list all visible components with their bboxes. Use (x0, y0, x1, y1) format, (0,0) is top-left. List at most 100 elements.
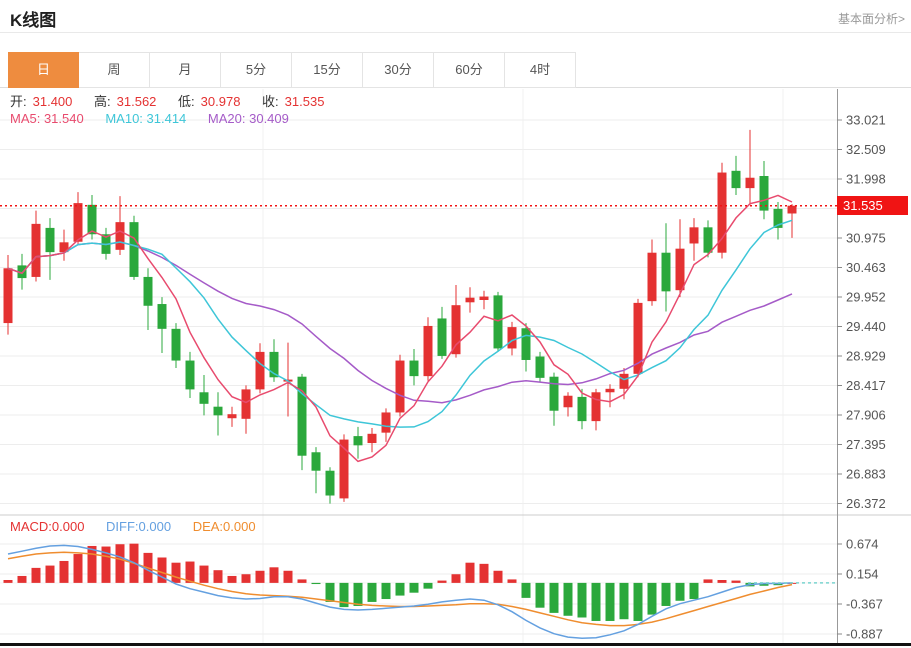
candle-body (507, 327, 517, 349)
macd-bar (115, 544, 125, 583)
macd-bar (507, 579, 517, 583)
candle-body (465, 297, 475, 303)
macd-bar (619, 582, 629, 620)
candle-body (689, 227, 699, 244)
low-label: 低: (178, 94, 195, 109)
candle-body (45, 227, 55, 253)
macd-bar (647, 582, 657, 615)
candle-body (423, 325, 433, 377)
candle-body (241, 389, 251, 419)
y-axis-label: 29.440 (846, 319, 886, 334)
candle-body (675, 248, 685, 291)
candle-body (619, 373, 629, 389)
tab-week[interactable]: 周 (79, 52, 150, 88)
macd-bar (367, 582, 377, 602)
ma5-line (7, 194, 793, 463)
tab-month[interactable]: 月 (150, 52, 221, 88)
candle-body (577, 396, 587, 422)
candle-body (171, 328, 181, 361)
y-axis-label: 28.417 (846, 378, 886, 393)
macd-bar (465, 562, 475, 583)
macd-bar (479, 563, 489, 583)
tab-4hour[interactable]: 4时 (505, 52, 576, 88)
macd-bar (87, 545, 97, 583)
close-value: 31.535 (284, 94, 325, 109)
y-axis-label: 30.975 (846, 231, 886, 246)
candle-body (703, 227, 713, 253)
macd-bar (633, 582, 643, 621)
candle-body (745, 177, 755, 189)
header: K线图 基本面分析> (0, 0, 911, 33)
low-value: 30.978 (200, 94, 241, 109)
candle-body (339, 439, 349, 499)
macd-bar (297, 579, 307, 583)
macd-bar (241, 574, 251, 583)
candle-body (647, 252, 657, 302)
candle-body (535, 356, 545, 378)
macd-bar (535, 582, 545, 608)
open-label: 开: (10, 94, 27, 109)
macd-bar (283, 570, 293, 583)
macd-bar (73, 554, 83, 583)
candle-body (213, 406, 223, 416)
candle-body (773, 208, 783, 228)
y-axis-label: 31.998 (846, 172, 886, 187)
ma20-value: MA20: 30.409 (207, 111, 289, 126)
candle-body (717, 172, 727, 253)
dea-value: DEA:0.000 (192, 519, 256, 534)
candle-body (73, 203, 83, 242)
macd-bar (213, 570, 223, 583)
macd-bar (409, 582, 419, 593)
high-value: 31.562 (116, 94, 157, 109)
tab-60min[interactable]: 60分 (434, 52, 505, 88)
macd-bar (171, 562, 181, 583)
macd-bar (423, 582, 433, 589)
candle-body (3, 268, 13, 324)
candle-body (311, 452, 321, 471)
open-value: 31.400 (32, 94, 73, 109)
tab-day[interactable]: 日 (8, 52, 79, 88)
macd-bar (255, 570, 265, 583)
macd-bar (101, 546, 111, 583)
candle-body (199, 392, 209, 404)
candle-body (563, 395, 573, 408)
macd-bar (563, 582, 573, 616)
diff-line (7, 544, 793, 640)
macd-bar (339, 582, 349, 608)
y-axis-label: 26.372 (846, 496, 886, 511)
close-label: 收: (262, 94, 279, 109)
y-axis-label: 27.906 (846, 408, 886, 423)
fundamental-analysis-link[interactable]: 基本面分析> (837, 12, 905, 26)
page-title: K线图 (10, 11, 57, 30)
macd-bar (605, 582, 615, 621)
macd-bar (3, 580, 13, 583)
candle-body (759, 176, 769, 211)
tab-30min[interactable]: 30分 (363, 52, 434, 88)
tab-5min[interactable]: 5分 (221, 52, 292, 88)
y-axis-label: -0.887 (846, 627, 883, 642)
ma-legend: MA5: 31.540 MA10: 31.414 MA20: 30.409 (10, 111, 295, 126)
macd-value: MACD:0.000 (10, 519, 85, 534)
macd-bar (675, 582, 685, 601)
macd-bar (689, 582, 699, 600)
macd-bar (717, 580, 727, 583)
candle-body (451, 305, 461, 355)
candle-body (437, 318, 447, 356)
candle-body (157, 304, 167, 329)
candle-body (787, 205, 797, 214)
candle-body (549, 376, 559, 411)
diff-value: DIFF:0.000 (106, 519, 172, 534)
candle-body (185, 360, 195, 390)
macd-bar (451, 574, 461, 583)
tab-15min[interactable]: 15分 (292, 52, 363, 88)
ma5-value: MA5: 31.540 (10, 111, 84, 126)
y-axis-label: 30.463 (846, 260, 886, 275)
y-axis-label: -0.367 (846, 597, 883, 612)
macd-bar (437, 580, 447, 583)
candle-body (227, 414, 237, 419)
candle-body (31, 223, 41, 277)
candle-body (605, 388, 615, 393)
y-axis-label: 26.883 (846, 467, 886, 482)
